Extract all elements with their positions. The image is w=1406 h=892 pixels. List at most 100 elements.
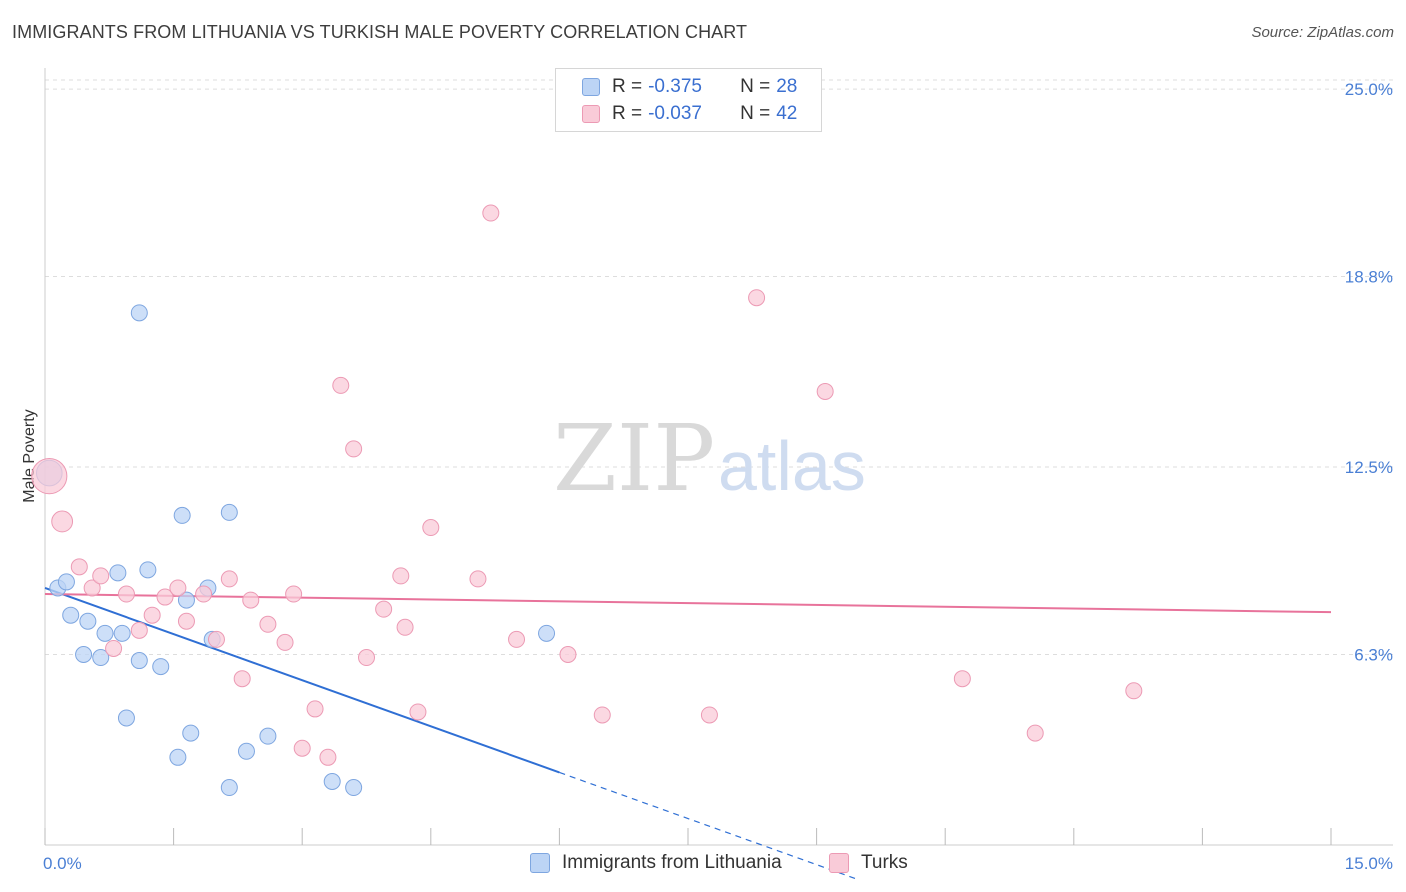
point-turks	[375, 600, 393, 618]
point-turks	[169, 579, 187, 597]
point-turks	[259, 615, 277, 633]
series-legend-lithuania: Immigrants from Lithuania	[530, 852, 782, 874]
x-tick-label-min: 0.0%	[43, 854, 82, 873]
trendline-lithuania-extension	[559, 771, 860, 881]
legend-swatch-pink	[582, 105, 600, 123]
source-label: Source: ZipAtlas.com	[1251, 24, 1394, 41]
point-turks	[177, 612, 195, 630]
y-axis-label: Male Poverty	[21, 409, 38, 502]
point-turks	[953, 670, 971, 688]
point-turks	[130, 621, 148, 639]
y-tick-label: 6.3%	[1354, 646, 1393, 665]
series-label-turks: Turks	[861, 852, 908, 873]
point-lithuania	[57, 573, 75, 591]
point-lithuania	[75, 646, 93, 664]
legend-swatch-blue	[582, 78, 600, 96]
point-lithuania	[96, 624, 114, 642]
point-turks	[319, 748, 337, 766]
point-lithuania	[173, 506, 191, 524]
x-tick-label-max: 15.0%	[1345, 854, 1393, 873]
point-turks	[285, 585, 303, 603]
point-turks	[508, 630, 526, 648]
point-turks	[396, 618, 414, 636]
point-turks	[293, 739, 311, 757]
legend-row-lithuania: R = -0.375 N = 28	[582, 74, 797, 100]
point-turks	[593, 706, 611, 724]
point-lithuania	[259, 727, 277, 745]
trendline-lithuania	[44, 587, 560, 774]
point-turks	[143, 606, 161, 624]
point-lithuania	[323, 773, 341, 791]
legend-r-value: -0.037	[648, 103, 702, 124]
point-lithuania	[62, 606, 80, 624]
point-turks	[332, 376, 350, 394]
point-lithuania	[130, 652, 148, 670]
data-points	[31, 204, 1143, 797]
trendline-turks	[44, 593, 1332, 614]
legend-r-label: R =	[612, 103, 643, 124]
point-turks	[559, 646, 577, 664]
point-turks	[220, 570, 238, 588]
point-turks	[70, 558, 88, 576]
point-lithuania	[237, 742, 255, 760]
legend-r-label: R =	[612, 76, 643, 97]
y-tick-label: 25.0%	[1345, 80, 1393, 99]
point-turks	[83, 579, 101, 597]
legend-n-value: 28	[776, 76, 798, 97]
point-turks	[345, 440, 363, 458]
trendlines	[44, 587, 1332, 881]
point-turks	[358, 649, 375, 667]
point-lithuania	[92, 649, 110, 667]
point-turks	[105, 639, 123, 657]
chart-title: IMMIGRANTS FROM LITHUANIA VS TURKISH MAL…	[12, 22, 748, 42]
point-turks	[195, 585, 213, 603]
y-tick-label: 12.5%	[1345, 458, 1393, 477]
point-turks	[422, 519, 440, 537]
point-turks	[700, 706, 718, 724]
legend-r-value: -0.375	[648, 76, 702, 97]
point-turks	[276, 633, 294, 651]
watermark-atlas: atlas	[718, 427, 866, 505]
point-lithuania	[117, 709, 135, 727]
point-lithuania	[113, 624, 131, 642]
point-turks	[306, 700, 324, 718]
point-turks	[748, 289, 766, 307]
point-turks	[117, 585, 135, 603]
point-lithuania	[169, 748, 187, 766]
series-legend-turks: Turks	[829, 852, 908, 874]
point-lithuania	[152, 658, 170, 676]
point-lithuania	[130, 304, 148, 322]
point-turks	[233, 670, 251, 688]
series-swatch-pink	[829, 853, 849, 873]
y-tick-label: 18.8%	[1345, 268, 1393, 287]
point-turks	[242, 591, 260, 609]
point-lithuania	[177, 591, 195, 609]
point-turks	[51, 510, 74, 533]
point-turks	[816, 382, 834, 400]
point-turks	[207, 630, 225, 648]
point-turks	[1125, 682, 1143, 700]
point-turks	[31, 458, 68, 495]
point-turks	[1026, 724, 1044, 742]
legend-n-label: N =	[740, 103, 771, 124]
legend-n-value: 42	[776, 103, 798, 124]
series-label-lithuania: Immigrants from Lithuania	[562, 852, 782, 873]
y-tick-labels: 6.3% 12.5% 18.8% 25.0%	[1345, 80, 1393, 664]
point-turks	[92, 567, 110, 585]
gridlines	[45, 79, 1393, 656]
point-lithuania	[345, 779, 363, 797]
point-lithuania	[79, 612, 97, 630]
point-turks	[469, 570, 487, 588]
point-lithuania	[220, 503, 238, 521]
legend-n-label: N =	[740, 76, 771, 97]
point-turks	[482, 204, 500, 222]
point-lithuania	[538, 624, 556, 642]
watermark-zip: ZIP	[553, 405, 715, 512]
point-turks	[156, 588, 174, 606]
watermark: ZIP atlas	[553, 405, 866, 512]
legend-row-turks: R = -0.037 N = 42	[582, 101, 797, 127]
point-turks	[409, 703, 427, 721]
x-tick-labels: 0.0% 15.0%	[43, 854, 1393, 873]
series-swatch-blue	[530, 853, 550, 873]
